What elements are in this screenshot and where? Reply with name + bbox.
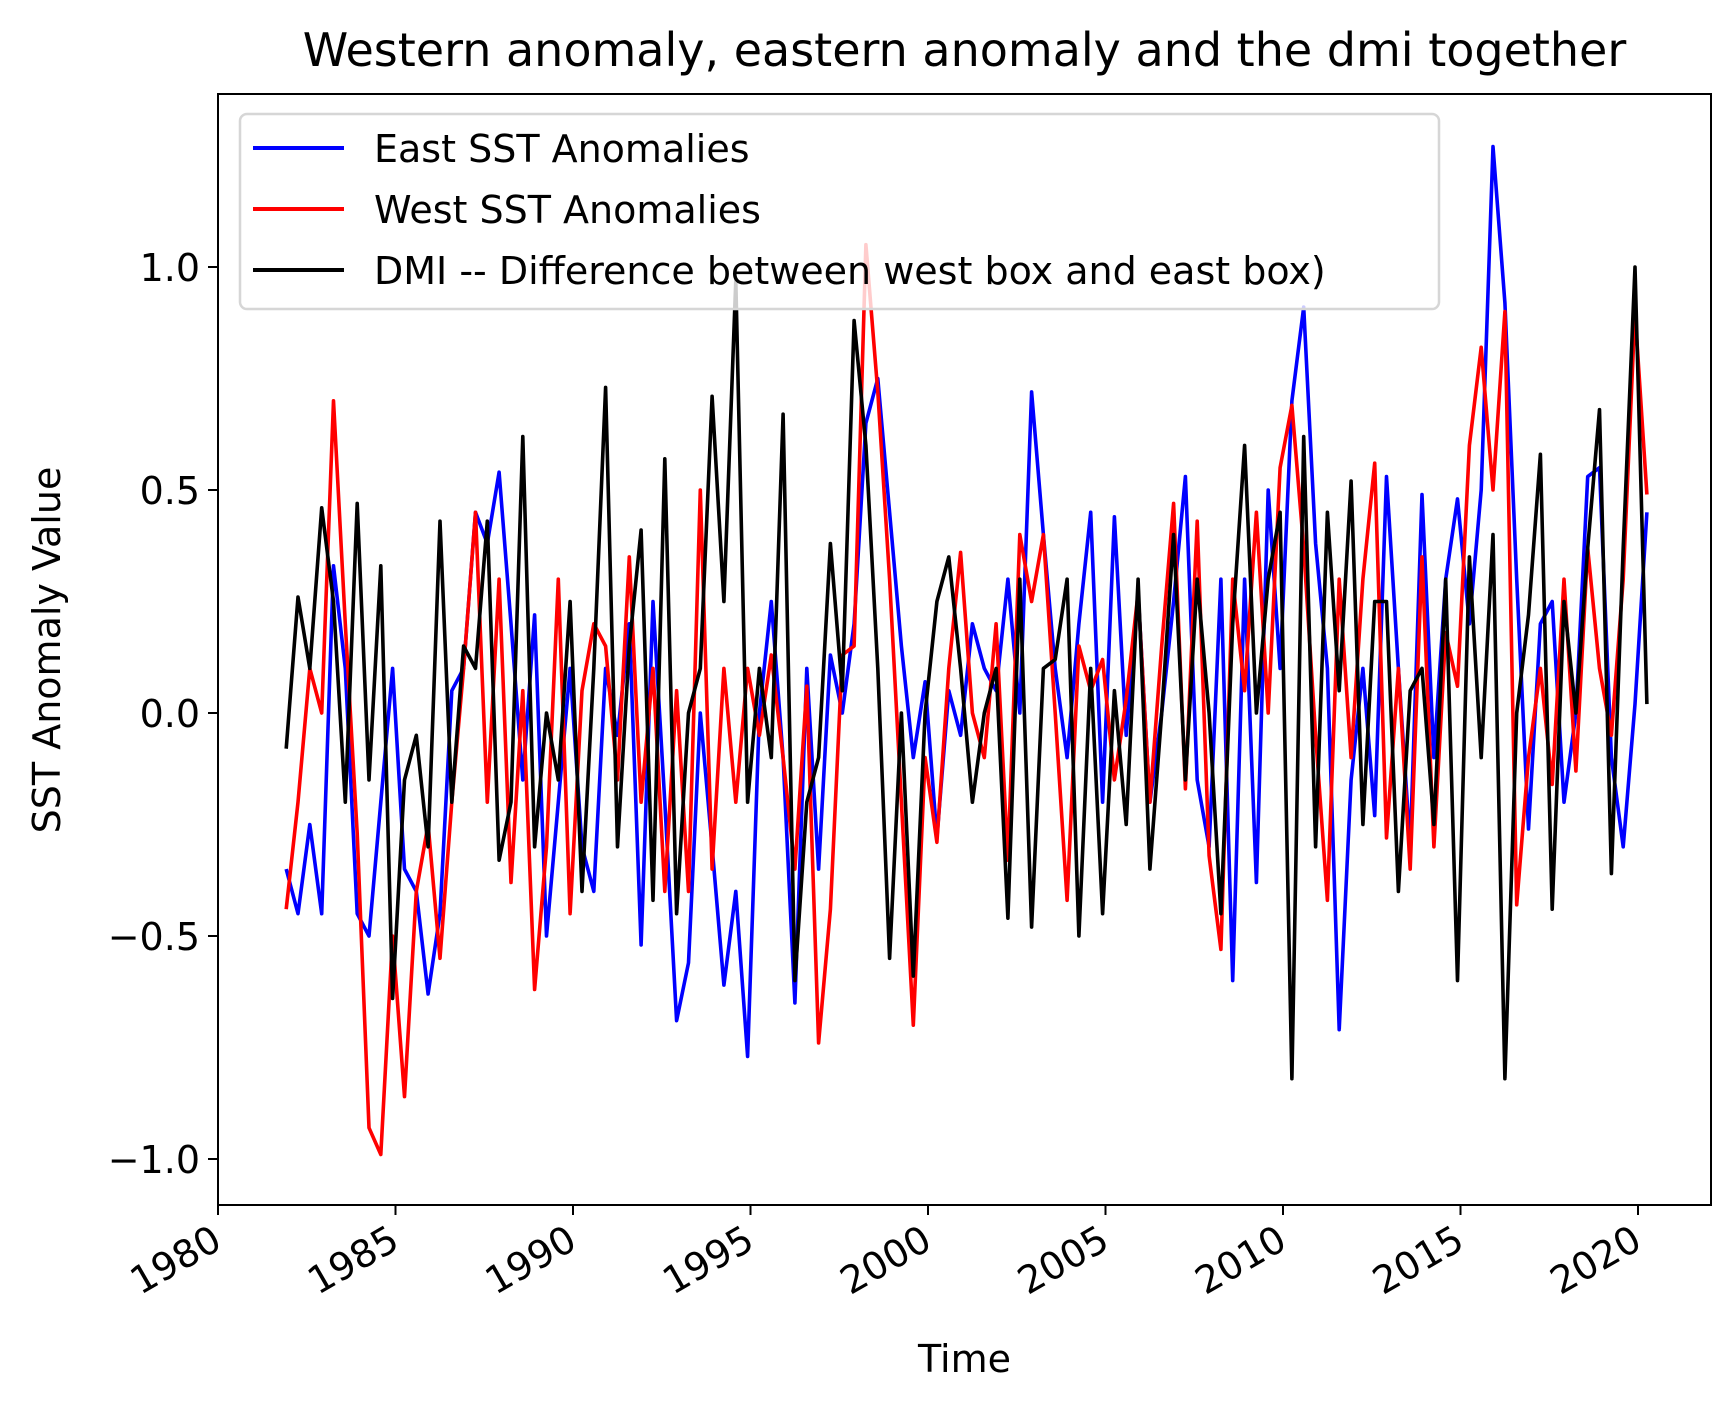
- y-tick-label: 1.0: [140, 246, 200, 290]
- east-sst-line: [284, 144, 1649, 1059]
- west-sst-line: [284, 242, 1649, 1157]
- legend-box: [238, 112, 1441, 311]
- legend-label: DMI -- Difference between west box and e…: [374, 249, 1326, 293]
- y-tick-label: 0.0: [140, 692, 200, 736]
- legend-label: West SST Anomalies: [374, 188, 761, 232]
- legend-label: East SST Anomalies: [374, 127, 750, 171]
- chart-title: Western anomaly, eastern anomaly and the…: [303, 23, 1627, 77]
- y-tick-label: −1.0: [108, 1138, 200, 1182]
- y-tick-label: 0.5: [140, 469, 200, 513]
- y-axis-label: SST Anomaly Value: [25, 467, 69, 834]
- plot-area: [284, 144, 1649, 1157]
- legend: East SST Anomalies West SST Anomalies DMI …: [238, 112, 1441, 311]
- y-tick-label: −0.5: [108, 915, 200, 959]
- dmi-line: [284, 265, 1649, 1081]
- x-axis-label: Time: [917, 1337, 1011, 1381]
- axes-frame: [217, 93, 1712, 1206]
